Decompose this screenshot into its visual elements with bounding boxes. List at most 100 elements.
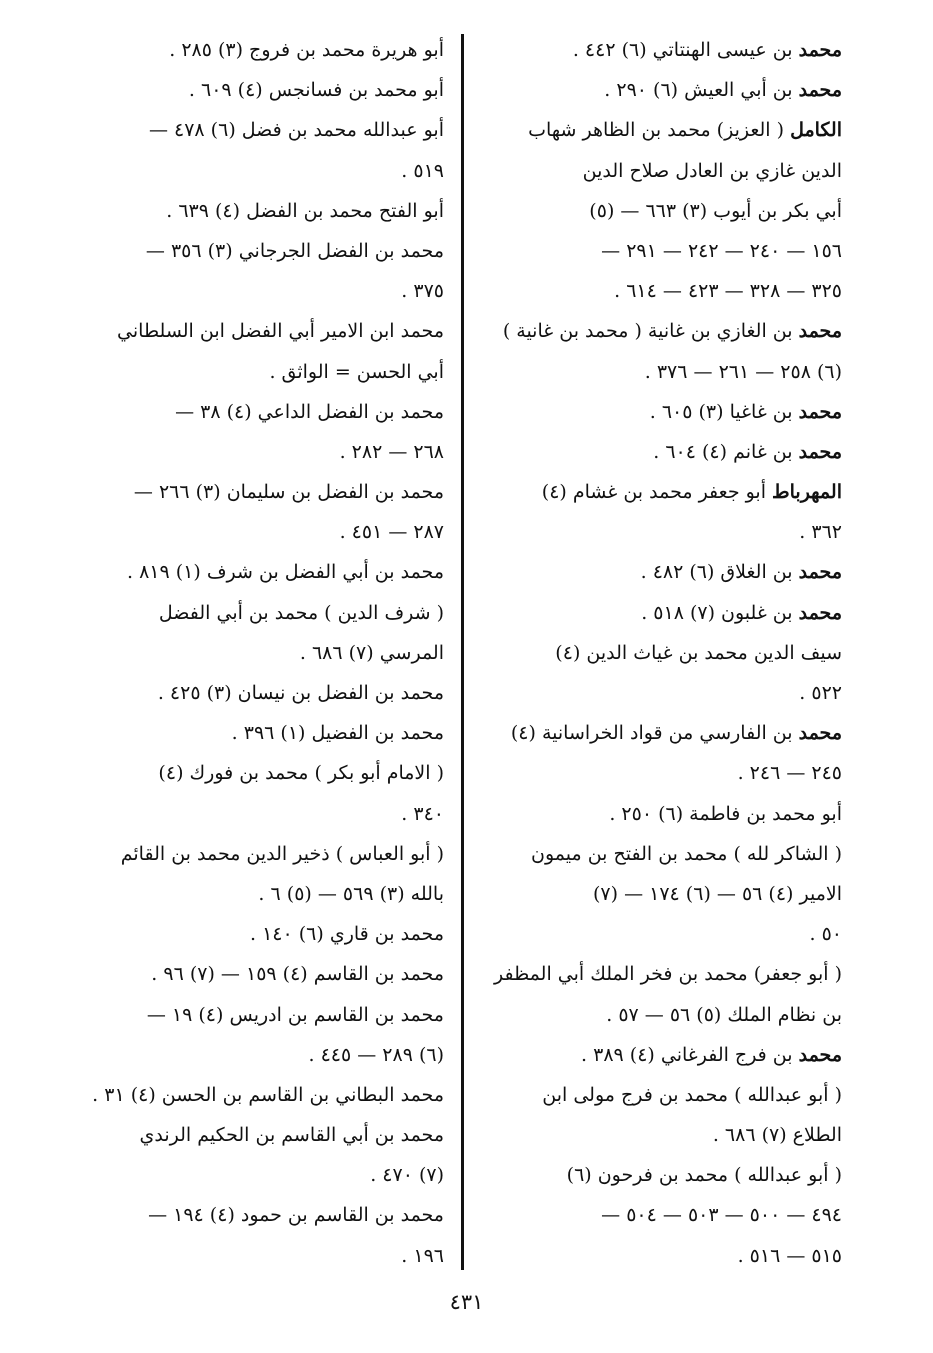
page-number: ٤٣١ <box>449 1290 484 1314</box>
entry-text: سيف الدين محمد بن غياث الدين (٤) <box>555 641 842 664</box>
index-line: محمد البطاني بن القاسم بن الحسن (٤) ٣١ . <box>92 1075 444 1115</box>
index-column-right: محمد بن عيسى الهنتاتي (٦) ٤٤٢ . محمد بن أ… <box>486 30 842 1276</box>
entry-headword: محمد <box>798 440 842 463</box>
entry-text: الامير (٤) ٥٦ — (٦) ١٧٤ — (٧) <box>593 882 842 905</box>
index-line: محمد بن الفضل الداعي (٤) ٣٨ — <box>128 392 444 432</box>
index-line: بالله (٣) ٥٦٩ — (٥) ٦ . <box>128 874 444 914</box>
entry-text: محمد بن الفضل بن نيسان (٣) ٤٢٥ . <box>157 682 444 704</box>
index-line: أبي بكر بن أيوب (٣) ٦٦٣ — (٥) <box>486 191 842 231</box>
index-line: الدين غازي بن العادل صلاح الدين <box>486 151 842 191</box>
entry-text: محمد بن قاري (٦) ١٤٠ . <box>250 923 444 946</box>
entry-text: ٥١٩ . <box>401 159 444 182</box>
entry-text: ( أبو عبدالله ) محمد بن فرج مولى ابن <box>542 1083 842 1106</box>
entry-text: ٥١٥ — ٥١٦ . <box>737 1244 842 1267</box>
entry-text: أبو محمد بن فسانجس (٤) ٦٠٩ . <box>188 79 444 102</box>
entry-headword: محمد <box>798 601 842 624</box>
entry-text: أبي الحسن = الواثق . <box>269 360 444 383</box>
index-line: ١٥٦ — ٢٤٠ — ٢٤٢ — ٢٩١ — <box>486 231 842 271</box>
entry-text: ٢٨٧ — ٤٥١ . <box>339 521 444 544</box>
index-line: محمد بن عيسى الهنتاتي (٦) ٤٤٢ . <box>486 30 842 70</box>
entry-text: محمد بن الفضيل (١) ٣٩٦ . <box>231 722 444 745</box>
entry-text: محمد ابن الامير أبي الفضل ابن السلطاني <box>117 320 444 343</box>
index-line: محمد بن القاسم بن حمود (٤) ١٩٤ — <box>128 1195 444 1235</box>
entry-text: المرسي (٧) ٦٨٦ . <box>299 641 444 664</box>
entry-text: ٤٩٤ — ٥٠٠ — ٥٠٣ — ٥٠٤ — <box>601 1204 842 1227</box>
index-line: ٣٦٢ . <box>486 512 842 552</box>
index-line: ( الامام أبو بكر ) محمد بن فورك (٤) <box>128 753 444 793</box>
entry-text: بن غاغيا (٣) ٦٠٥ . <box>649 400 799 423</box>
entry-text: أبي بكر بن أيوب (٣) ٦٦٣ — (٥) <box>589 199 842 222</box>
index-line: ٥٠ . <box>486 914 842 954</box>
index-line: (٦) ٢٥٨ — ٢٦١ — ٣٧٦ . <box>486 352 842 392</box>
index-line: ( أبو عبدالله ) محمد بن فرحون (٦) <box>486 1155 842 1195</box>
entry-text: ( العزيز) محمد بن الظاهر شهاب <box>528 119 791 142</box>
entry-text: محمد بن القاسم بن حمود (٤) ١٩٤ — <box>148 1204 444 1227</box>
index-line: ( أبو العباس ) ذخير الدين محمد بن القائم <box>121 834 444 874</box>
entry-text: أبو هريرة محمد بن فروج (٣) ٢٨٥ . <box>169 39 444 61</box>
entry-text: ٣٢٥ — ٣٢٨ — ٤٢٣ — ٦١٤ . <box>614 280 842 303</box>
entry-text: ( شرف الدين ) محمد بن أبي الفضل <box>158 601 444 624</box>
entry-text: ٥٠ . <box>809 923 842 946</box>
index-line: محمد بن الفضل بن سليمان (٣) ٢٦٦ — <box>128 472 444 512</box>
index-line: بن نظام الملك (٥) ٥٦ — ٥٧ . <box>486 995 842 1035</box>
index-line: المرسي (٧) ٦٨٦ . <box>128 633 444 673</box>
entry-text: أبو جعفر محمد بن غشام (٤) <box>541 481 773 504</box>
entry-text: محمد بن القاسم (٤) ١٥٩ — (٧) ٩٦ . <box>151 963 444 986</box>
index-line: محمد بن الغازي بن غانية ( محمد بن غانية … <box>486 311 842 351</box>
index-line: أبو محمد بن فسانجس (٤) ٦٠٩ . <box>128 70 444 110</box>
entry-text: محمد بن الفضل بن سليمان (٣) ٢٦٦ — <box>133 481 444 504</box>
index-line: محمد بن الفارسي من قواد الخراسانية (٤) <box>486 713 842 753</box>
entry-text: بن أبي العيش (٦) ٢٩٠ . <box>604 79 799 102</box>
entry-text: ( الامام أبو بكر ) محمد بن فورك (٤) <box>158 762 444 785</box>
index-line: محمد بن القاسم (٤) ١٥٩ — (٧) ٩٦ . <box>128 954 444 994</box>
entry-text: الطلاع (٧) ٦٨٦ . <box>712 1124 842 1147</box>
index-line: ٣٢٥ — ٣٢٨ — ٤٢٣ — ٦١٤ . <box>486 271 842 311</box>
index-line: ( الشاكر لله ) محمد بن الفتح بن ميمون <box>486 834 842 874</box>
entry-text: محمد بن الفضل الداعي (٤) ٣٨ — <box>175 400 444 423</box>
index-column-left: أبو هريرة محمد بن فروج (٣) ٢٨٥ . أبو محمد… <box>92 30 444 1276</box>
index-line: ٢٦٨ — ٢٨٢ . <box>128 432 444 472</box>
entry-text: ٢٦٨ — ٢٨٢ . <box>339 440 444 463</box>
entry-headword: محمد <box>798 561 842 584</box>
index-line: ٥١٥ — ٥١٦ . <box>486 1236 842 1276</box>
index-line: محمد بن غاغيا (٣) ٦٠٥ . <box>486 392 842 432</box>
index-line: ٤٩٤ — ٥٠٠ — ٥٠٣ — ٥٠٤ — <box>486 1195 842 1235</box>
index-line: سيف الدين محمد بن غياث الدين (٤) <box>486 633 842 673</box>
entry-text: ٥٢٢ . <box>799 682 842 704</box>
entry-text: ( الشاكر لله ) محمد بن الفتح بن ميمون <box>531 842 842 865</box>
entry-text: محمد بن أبي القاسم بن الحكيم الرندي <box>139 1124 444 1147</box>
index-line: محمد بن أبي العيش (٦) ٢٩٠ . <box>486 70 842 110</box>
entry-headword: محمد <box>798 722 842 745</box>
index-line: محمد بن القاسم بن ادريس (٤) ١٩ — <box>128 995 444 1035</box>
index-line: (٧) ٤٧٠ . <box>128 1155 444 1195</box>
index-line: أبي الحسن = الواثق . <box>128 352 444 392</box>
index-line: ( شرف الدين ) محمد بن أبي الفضل <box>128 593 444 633</box>
entry-text: محمد بن أبي الفضل بن شرف (١) ٨١٩ . <box>127 561 444 584</box>
index-line: محمد بن غلبون (٧) ٥١٨ . <box>486 593 842 633</box>
entry-headword: المهرباط <box>772 481 842 504</box>
entry-text: ١٥٦ — ٢٤٠ — ٢٤٢ — ٢٩١ — <box>601 239 842 262</box>
entry-text: ( أبو العباس ) ذخير الدين محمد بن القائم <box>120 842 444 865</box>
entry-headword: محمد <box>798 1043 842 1066</box>
entry-text: محمد بن الفضل الجرجاني (٣) ٣٥٦ — <box>145 239 444 262</box>
entry-headword: محمد <box>798 39 842 61</box>
entry-text: بن فرج الفرغاني (٤) ٣٨٩ . <box>581 1043 799 1066</box>
entry-text: (٦) ٢٨٩ — ٤٤٥ . <box>308 1043 444 1066</box>
entry-text: محمد البطاني بن القاسم بن الحسن (٤) ٣١ . <box>92 1083 444 1106</box>
entry-headword: محمد <box>798 320 842 343</box>
index-line: ٢٤٥ — ٢٤٦ . <box>486 753 842 793</box>
index-line: محمد بن غانم (٤) ٦٠٤ . <box>486 432 842 472</box>
entry-text: ٣٤٠ . <box>401 802 444 825</box>
entry-text: أبو عبدالله محمد بن فضل (٦) ٤٧٨ — <box>148 119 444 142</box>
index-line: أبو هريرة محمد بن فروج (٣) ٢٨٥ . <box>128 30 444 70</box>
index-line: ٢٨٧ — ٤٥١ . <box>128 512 444 552</box>
index-line: ١٩٦ . <box>128 1236 444 1276</box>
entry-headword: الكامل <box>790 119 842 142</box>
index-line: الامير (٤) ٥٦ — (٦) ١٧٤ — (٧) <box>486 874 842 914</box>
index-line: أبو عبدالله محمد بن فضل (٦) ٤٧٨ — <box>128 110 444 150</box>
index-line: ( أبو عبدالله ) محمد بن فرج مولى ابن <box>486 1075 842 1115</box>
entry-text: ١٩٦ . <box>401 1244 444 1267</box>
index-line: أبو محمد بن فاطمة (٦) ٢٥٠ . <box>486 794 842 834</box>
entry-text: ٣٦٢ . <box>799 521 842 544</box>
entry-text: محمد بن القاسم بن ادريس (٤) ١٩ — <box>146 1003 444 1026</box>
